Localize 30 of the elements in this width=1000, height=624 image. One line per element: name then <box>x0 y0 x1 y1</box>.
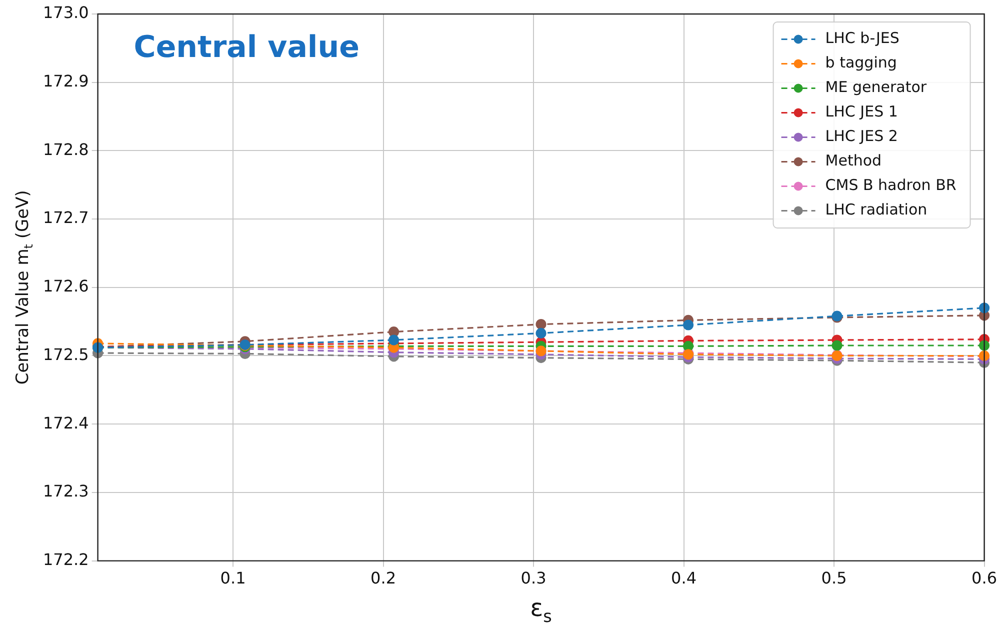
x-tick-label: 0.6 <box>972 568 998 588</box>
y-axis-title: Central Value mt (GeV) <box>13 190 36 385</box>
y-tick-label: 172.8 <box>42 140 89 159</box>
legend-label: Method <box>825 152 882 170</box>
legend-label: LHC radiation <box>825 200 928 219</box>
text: Central value <box>134 30 360 65</box>
point <box>388 334 400 346</box>
y-tick-label: 172.4 <box>42 413 89 432</box>
y-tick-label: 172.3 <box>42 482 89 501</box>
x-tick-label: 0.1 <box>220 568 246 588</box>
legend-label: b tagging <box>825 54 897 72</box>
x-tick-label: 0.5 <box>821 568 847 588</box>
x-tick-label: 0.4 <box>671 568 697 588</box>
point <box>682 320 694 330</box>
y-tick-label: 172.6 <box>42 276 89 296</box>
legend-label: ME generator <box>825 78 928 96</box>
y-tick-label: 173.0 <box>42 3 89 22</box>
y-tick-label: 172.9 <box>42 72 89 91</box>
y-tick-label: 172.2 <box>42 550 89 569</box>
legend-label: LHC b-JES <box>825 29 900 48</box>
legend-label: LHC JES 2 <box>825 127 898 146</box>
point <box>536 328 546 338</box>
x-tick-label: 0.2 <box>370 568 396 588</box>
point <box>832 340 842 351</box>
x-tick-label: 0.3 <box>520 568 546 588</box>
y-tick-label: 172.7 <box>42 208 89 228</box>
legend-label: CMS B hadron BR <box>825 176 956 194</box>
point <box>536 319 546 330</box>
y-tick-label: 172.5 <box>42 344 89 364</box>
legend-label: LHC JES 1 <box>825 102 898 121</box>
